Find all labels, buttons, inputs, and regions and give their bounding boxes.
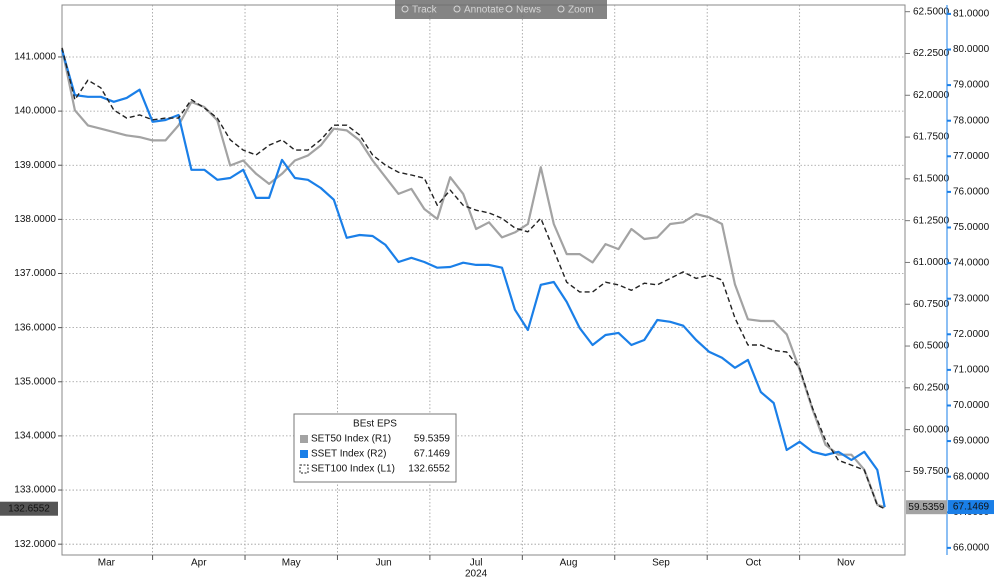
y-tick-label: 133.0000 [14,485,56,496]
y-tick-label: 140.0000 [14,106,56,117]
toolbar-icon[interactable] [401,5,409,13]
legend-value: 67.1469 [414,449,451,460]
x-tick-label: Mar [98,558,116,569]
y2-tick-label: 61.5000 [913,174,950,185]
y2-tick-label: 61.7500 [913,132,950,143]
y3-tick-label: 80.0000 [953,44,990,55]
x-tick-label: Nov [837,558,855,569]
y2-tick-label: 60.0000 [913,424,950,435]
legend-swatch [299,464,309,474]
legend-box [293,413,457,483]
toolbar: Track Annotate News Zoom [395,0,607,19]
value-tag-bg [948,500,994,515]
axes: 132.0000 133.0000 134.0000 135.0000 136.0000… [0,5,994,580]
x-tick-label: Jun [376,558,392,569]
x-tick-label: Apr [191,558,207,569]
y-tick-label: 141.0000 [14,52,56,63]
y2-tick-label: 60.5000 [913,341,950,352]
legend-swatch [300,450,308,458]
grid [62,5,905,555]
y3-tick-label: 78.0000 [953,115,990,126]
y2-tick-label: 60.2500 [913,382,950,393]
y3-tick-label: 70.0000 [953,400,990,411]
plot-area [61,4,906,556]
toolbar-button[interactable]: Annotate [464,5,504,16]
toolbar-button[interactable]: News [516,5,541,16]
value-tag-bg [906,500,947,515]
y3-tick-label: 66.0000 [953,543,990,554]
toolbar-icon[interactable] [453,5,461,13]
y3-tick-label: 69.0000 [953,436,990,447]
y2-tick-label: 59.7500 [913,466,950,477]
lines [60,47,886,510]
toolbar-bg [395,0,607,19]
toolbar-button[interactable]: Zoom [568,5,594,16]
toolbar-icon[interactable] [505,5,513,13]
y-tick-label: 137.0000 [14,268,56,279]
x-tick-label: Aug [560,558,578,569]
y2-tick-label: 62.0000 [913,90,950,101]
y2-tick-label: 60.7500 [913,299,950,310]
value-tag: 59.5359 [908,502,945,513]
y2-tick-label: 61.0000 [913,257,950,268]
y-tick-label: 135.0000 [14,376,56,387]
y2-tick-label: 62.2500 [913,48,950,59]
y3-tick-label: 79.0000 [953,80,990,91]
y3-tick-label: 73.0000 [953,293,990,304]
legend-title: BEst EPS [353,419,397,430]
y2-tick-label: 62.5000 [913,6,950,17]
legend-label: SET50 Index (R1) [311,434,391,445]
legend-value: 132.6552 [408,464,450,475]
legend-label: SSET Index (R2) [311,449,386,460]
toolbar-button[interactable]: Track [412,5,438,16]
y-tick-label: 138.0000 [14,214,56,225]
series-line [61,47,885,510]
legend-swatch [300,435,308,443]
y-tick-label: 136.0000 [14,322,56,333]
legend-value: 59.5359 [414,434,451,445]
value-tag-bg [0,501,58,516]
toolbar-icon[interactable] [557,5,565,13]
y3-tick-label: 75.0000 [953,222,990,233]
legend: BEst EPS SET50 Index (R1) 59.5359 SSET Ind… [293,413,457,483]
x-tick-label: Oct [746,558,762,569]
y-tick-label: 134.0000 [14,431,56,442]
y2-tick-label: 61.2500 [913,215,950,226]
x-tick-label: May [282,558,301,569]
value-tag: 67.1469 [953,502,990,513]
y3-tick-label: 77.0000 [953,151,990,162]
y3-tick-label: 71.0000 [953,365,990,376]
y-tick-label: 139.0000 [14,160,56,171]
series-line [60,49,886,508]
y3-tick-label: 68.0000 [953,471,990,482]
y3-tick-label: 72.0000 [953,329,990,340]
y3-tick-label: 74.0000 [953,258,990,269]
y3-tick-label: 81.0000 [953,9,990,20]
x-tick-label: Jul [470,558,483,569]
value-tag: 132.6552 [8,503,50,514]
x-axis-label: 2024 [465,569,488,580]
x-tick-label: Sep [652,558,670,569]
legend-label: SET100 Index (L1) [311,464,395,475]
y3-tick-label: 76.0000 [953,187,990,198]
y-tick-label: 132.0000 [14,539,56,550]
